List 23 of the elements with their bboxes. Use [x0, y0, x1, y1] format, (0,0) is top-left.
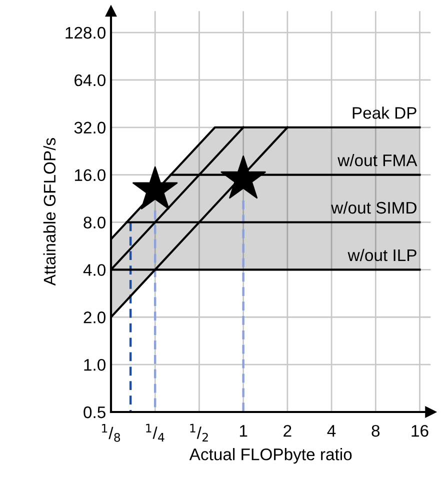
series-label: w/out SIMD [331, 201, 416, 214]
y-tick-label: 4.0 [83, 264, 106, 276]
y-tick-label: 1.0 [84, 358, 106, 371]
y-tick-label: 64.0 [74, 74, 106, 86]
x-tick-label: 4 [327, 425, 336, 437]
y-tick-label: 128.0 [66, 26, 106, 39]
y-tick-label: 8.0 [84, 216, 106, 228]
x-tick-label: 8 [372, 424, 380, 437]
series-label: w/out FMA [338, 154, 418, 166]
y-axis-title: Attainable GFLOP/s [43, 138, 56, 286]
x-tick-label: $^{1}$/$_{4}$ [146, 424, 164, 442]
y-tick-label: 32.0 [74, 122, 106, 134]
series-label: Peak DP [352, 106, 416, 119]
x-tick-label: 1 [240, 425, 248, 437]
y-tick-label: 0.5 [84, 406, 106, 418]
x-tick-label: $^{1}$/$_{8}$ [102, 424, 120, 442]
x-tick-label: 2 [284, 424, 292, 437]
x-tick-label: $^{1}$/$_{2}$ [190, 424, 208, 442]
x-axis-title: Actual FLOPbyte ratio [189, 448, 352, 464]
x-tick-label: 16 [412, 424, 428, 437]
y-tick-label: 2.0 [84, 312, 106, 324]
y-tick-label: 16.0 [74, 169, 106, 182]
series-label: w/out ILP [348, 248, 416, 262]
